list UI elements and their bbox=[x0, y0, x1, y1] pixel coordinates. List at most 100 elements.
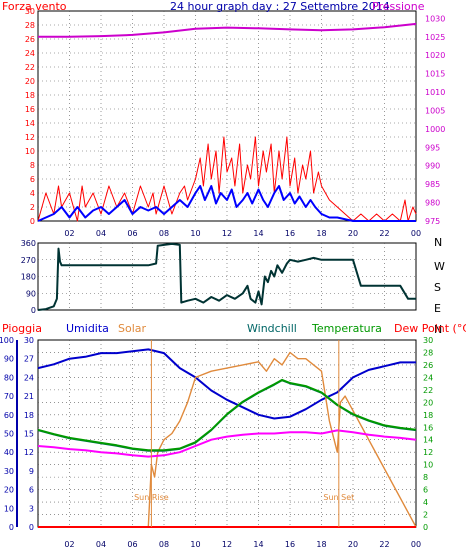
solar-tick-label: 6 bbox=[29, 486, 34, 495]
y-left-tick-label: 2 bbox=[30, 203, 35, 212]
x-tick-label: 06 bbox=[127, 540, 137, 549]
humidity-tick-label: 20 bbox=[4, 486, 14, 495]
solar-tick-label: 15 bbox=[24, 430, 34, 439]
legend-umidita: Umidita bbox=[66, 322, 109, 335]
temp-tick-label: 2 bbox=[423, 511, 428, 520]
y-left-tick-label: 12 bbox=[25, 133, 35, 142]
y-right-tick-label: 990 bbox=[425, 162, 440, 171]
solar-tick-label: 9 bbox=[29, 467, 34, 476]
bottom-legend: Pioggia Umidita Solar Windchill Temperat… bbox=[2, 322, 466, 335]
dir-tick-label: 180 bbox=[21, 273, 36, 282]
top-panel: Forza vento 24 hour graph day : 27 Sette… bbox=[2, 0, 445, 238]
humidity-tick-label: 30 bbox=[4, 467, 14, 476]
temp-tick-label: 20 bbox=[423, 398, 433, 407]
solar-tick-label: 3 bbox=[29, 504, 34, 513]
wind-force-label: Forza vento bbox=[2, 0, 67, 13]
y-left-tick-label: 14 bbox=[25, 119, 35, 128]
temp-tick-label: 14 bbox=[423, 436, 433, 445]
humidity-tick-label: 50 bbox=[4, 430, 14, 439]
x-tick-label: 00 bbox=[411, 540, 421, 549]
temp-tick-label: 6 bbox=[423, 486, 428, 495]
x-tick-label: 18 bbox=[316, 229, 326, 238]
temp-tick-label: 18 bbox=[423, 411, 433, 420]
sun-annotations: Sun Rise Sun Set bbox=[134, 340, 354, 527]
x-tick-label: 14 bbox=[253, 229, 263, 238]
legend-windchill: Windchill bbox=[247, 322, 297, 335]
umidita-line bbox=[37, 348, 416, 420]
y-right-tick-label: 1025 bbox=[425, 33, 445, 42]
legend-dewpoint: Dew Point (°C) bbox=[394, 322, 466, 335]
y-left-tick-label: 0 bbox=[30, 217, 35, 226]
y-right-tick-label: 1020 bbox=[425, 51, 445, 60]
compass-label: S bbox=[434, 281, 441, 294]
dir-tick-label: 270 bbox=[21, 256, 36, 265]
solar-tick-label: 30 bbox=[24, 336, 34, 345]
compass-label: E bbox=[434, 302, 441, 315]
temp-tick-label: 12 bbox=[423, 448, 433, 457]
humidity-tick-label: 40 bbox=[4, 448, 14, 457]
x-tick-label: 22 bbox=[379, 540, 389, 549]
bottom-plot-area bbox=[37, 339, 417, 528]
sunrise-label: Sun Rise bbox=[134, 493, 169, 502]
x-tick-label: 10 bbox=[190, 540, 200, 549]
y-right-tick-label: 995 bbox=[425, 143, 440, 152]
solar-tick-label: 12 bbox=[24, 448, 34, 457]
dew-point-line bbox=[37, 429, 417, 458]
bottom-series bbox=[37, 348, 417, 528]
x-tick-label: 04 bbox=[96, 229, 106, 238]
compass-label: N bbox=[434, 236, 442, 249]
x-tick-label: 08 bbox=[159, 229, 169, 238]
temp-tick-label: 8 bbox=[423, 473, 428, 482]
solar-tick-label: 18 bbox=[24, 411, 34, 420]
temp-tick-label: 4 bbox=[423, 498, 428, 507]
y-right-tick-label: 1000 bbox=[425, 125, 445, 134]
humidity-ticks: 0 10 20 30 40 50 60 70 80 90 100 bbox=[0, 336, 18, 532]
temp-tick-label: 28 bbox=[423, 348, 433, 357]
x-tick-label: 04 bbox=[96, 540, 106, 549]
temp-tick-label: 24 bbox=[423, 373, 433, 382]
chart-title: 24 hour graph day : 27 Settembre 2014 bbox=[170, 0, 390, 13]
wind-direction-line bbox=[37, 242, 416, 311]
y-left-tick-label: 24 bbox=[25, 49, 35, 58]
humidity-tick-label: 10 bbox=[4, 504, 14, 513]
y-left-tick-label: 16 bbox=[25, 105, 35, 114]
pressure-line bbox=[38, 22, 417, 38]
x-tick-label: 00 bbox=[411, 229, 421, 238]
x-tick-label: 16 bbox=[285, 540, 295, 549]
humidity-tick-label: 80 bbox=[4, 373, 14, 382]
y-right-tick-label: 985 bbox=[425, 180, 440, 189]
y-left-tick-label: 28 bbox=[25, 21, 35, 30]
legend-solar: Solar bbox=[118, 322, 147, 335]
compass-label: W bbox=[434, 260, 445, 273]
dir-tick-label: 360 bbox=[21, 239, 36, 248]
x-tick-label: 08 bbox=[159, 540, 169, 549]
y-right-tick-label: 1005 bbox=[425, 106, 445, 115]
temp-tick-label: 10 bbox=[423, 461, 433, 470]
y-left-tick-label: 20 bbox=[25, 77, 35, 86]
top-right-ticks: 975 980 985 990 995 1000 1005 1010 1015 1020 1025 1… bbox=[425, 14, 445, 226]
dir-tick-label: 90 bbox=[26, 289, 36, 298]
x-tick-label: 20 bbox=[348, 229, 358, 238]
y-left-tick-label: 30 bbox=[25, 7, 35, 16]
solar-tick-label: 24 bbox=[24, 373, 34, 382]
y-right-tick-label: 1030 bbox=[425, 14, 445, 23]
humidity-tick-label: 70 bbox=[4, 392, 14, 401]
mid-left-ticks: 0 90 180 270 360 bbox=[21, 239, 36, 315]
y-right-tick-label: 1015 bbox=[425, 70, 445, 79]
mid-plot-area bbox=[37, 242, 417, 311]
x-tick-label: 18 bbox=[316, 540, 326, 549]
x-tick-label: 06 bbox=[127, 229, 137, 238]
y-left-tick-label: 4 bbox=[30, 189, 35, 198]
solar-tick-label: 0 bbox=[29, 523, 34, 532]
top-grid bbox=[38, 11, 416, 221]
legend-pioggia: Pioggia bbox=[2, 322, 42, 335]
y-left-tick-label: 10 bbox=[25, 147, 35, 156]
temp-tick-label: 22 bbox=[423, 386, 433, 395]
humidity-tick-label: 100 bbox=[0, 336, 14, 345]
y-right-tick-label: 1010 bbox=[425, 88, 445, 97]
y-left-tick-label: 22 bbox=[25, 63, 35, 72]
